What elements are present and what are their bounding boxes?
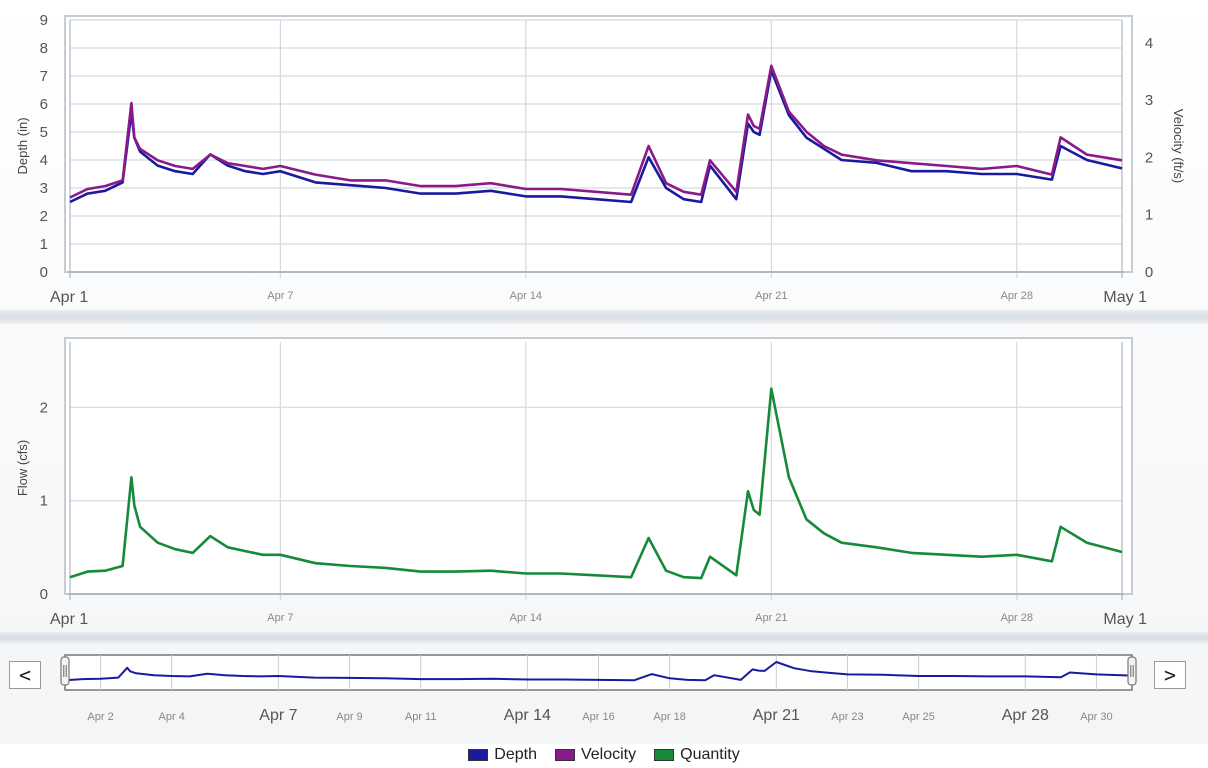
y-tick-label: 2	[40, 399, 48, 416]
x-tick-label: Apr 28	[1001, 612, 1033, 624]
panel-separator	[0, 310, 1208, 324]
x-tick-label: Apr 16	[582, 711, 614, 723]
x-tick-label: May 1	[1103, 289, 1147, 306]
y-tick-label: 6	[40, 96, 48, 113]
chart-canvas: 0 1 2 3 4 5 6 7 8 9 Depth (in) 0 1 2 3 4 Velocity (ft/s)…	[0, 0, 1208, 744]
legend-swatch	[468, 749, 489, 761]
x-tick-label: Apr 1	[50, 289, 88, 306]
y-axis-title: Depth (in)	[15, 117, 30, 174]
chevron-left-icon: <	[18, 663, 32, 687]
x-tick-label: Apr 21	[753, 707, 800, 724]
navigator-prev-button[interactable]: <	[9, 661, 41, 689]
y-tick-label: 3	[40, 180, 48, 197]
x-tick-label: Apr 18	[653, 711, 685, 723]
x-tick-label: Apr 28	[1002, 707, 1049, 724]
navigator-handle-right[interactable]	[1127, 656, 1137, 686]
x-tick-label: Apr 14	[504, 707, 551, 724]
x-tick-label: Apr 11	[405, 711, 437, 723]
x-tick-label: Apr 9	[336, 711, 362, 723]
y-tick-label: 5	[40, 124, 48, 141]
y-tick-label: 0	[40, 264, 48, 281]
panel-separator	[0, 632, 1208, 644]
series-line-velocity	[69, 64, 1123, 199]
legend-swatch	[654, 749, 675, 761]
y2-tick-label: 4	[1145, 35, 1153, 52]
x-tick-label: Apr 14	[510, 290, 542, 302]
series-line-depth	[69, 69, 1123, 204]
x-tick-label: Apr 7	[267, 290, 293, 302]
y-tick-label: 1	[40, 493, 48, 510]
y-tick-label: 2	[40, 208, 48, 225]
chevron-right-icon: >	[1163, 663, 1177, 687]
series-line-depth	[64, 661, 1133, 682]
x-tick-label: Apr 21	[755, 290, 787, 302]
legend-label: Depth	[494, 746, 537, 763]
navigator-next-button[interactable]: >	[1154, 661, 1186, 689]
legend-item-depth[interactable]: Depth	[468, 746, 537, 764]
legend-swatch	[554, 749, 575, 761]
x-tick-label: Apr 21	[755, 612, 787, 624]
y-tick-label: 4	[40, 152, 48, 169]
x-tick-label: Apr 25	[902, 711, 934, 723]
y2-tick-label: 1	[1145, 207, 1153, 224]
y2-axis-title: Velocity (ft/s)	[1171, 109, 1186, 183]
x-tick-label: Apr 1	[50, 611, 88, 628]
y-tick-label: 9	[40, 12, 48, 29]
legend-label: Velocity	[580, 746, 637, 763]
y2-tick-label: 0	[1145, 264, 1153, 281]
plot-frame	[64, 15, 1133, 273]
x-tick-label: Apr 30	[1080, 711, 1112, 723]
navigator-handle-left[interactable]	[60, 656, 70, 686]
x-tick-label: Apr 2	[87, 711, 113, 723]
y2-tick-label: 2	[1145, 149, 1153, 166]
y-tick-label: 1	[40, 236, 48, 253]
x-tick-label: Apr 4	[159, 711, 185, 723]
y-tick-label: 7	[40, 68, 48, 85]
legend-item-quantity[interactable]: Quantity	[654, 746, 740, 764]
x-tick-label: Apr 14	[510, 612, 542, 624]
y-axis-title: Flow (cfs)	[15, 440, 30, 496]
x-tick-label: Apr 28	[1001, 290, 1033, 302]
x-tick-label: Apr 7	[259, 707, 297, 724]
legend-item-velocity[interactable]: Velocity	[554, 746, 637, 764]
y-tick-label: 8	[40, 40, 48, 57]
y-tick-label: 0	[40, 586, 48, 603]
legend: Depth Velocity Quantity	[0, 744, 1208, 766]
y2-tick-label: 3	[1145, 92, 1153, 109]
legend-label: Quantity	[680, 746, 740, 763]
x-tick-label: May 1	[1103, 611, 1147, 628]
series-line-quantity	[69, 387, 1123, 580]
x-tick-label: Apr 7	[267, 612, 293, 624]
x-tick-label: Apr 23	[831, 711, 863, 723]
